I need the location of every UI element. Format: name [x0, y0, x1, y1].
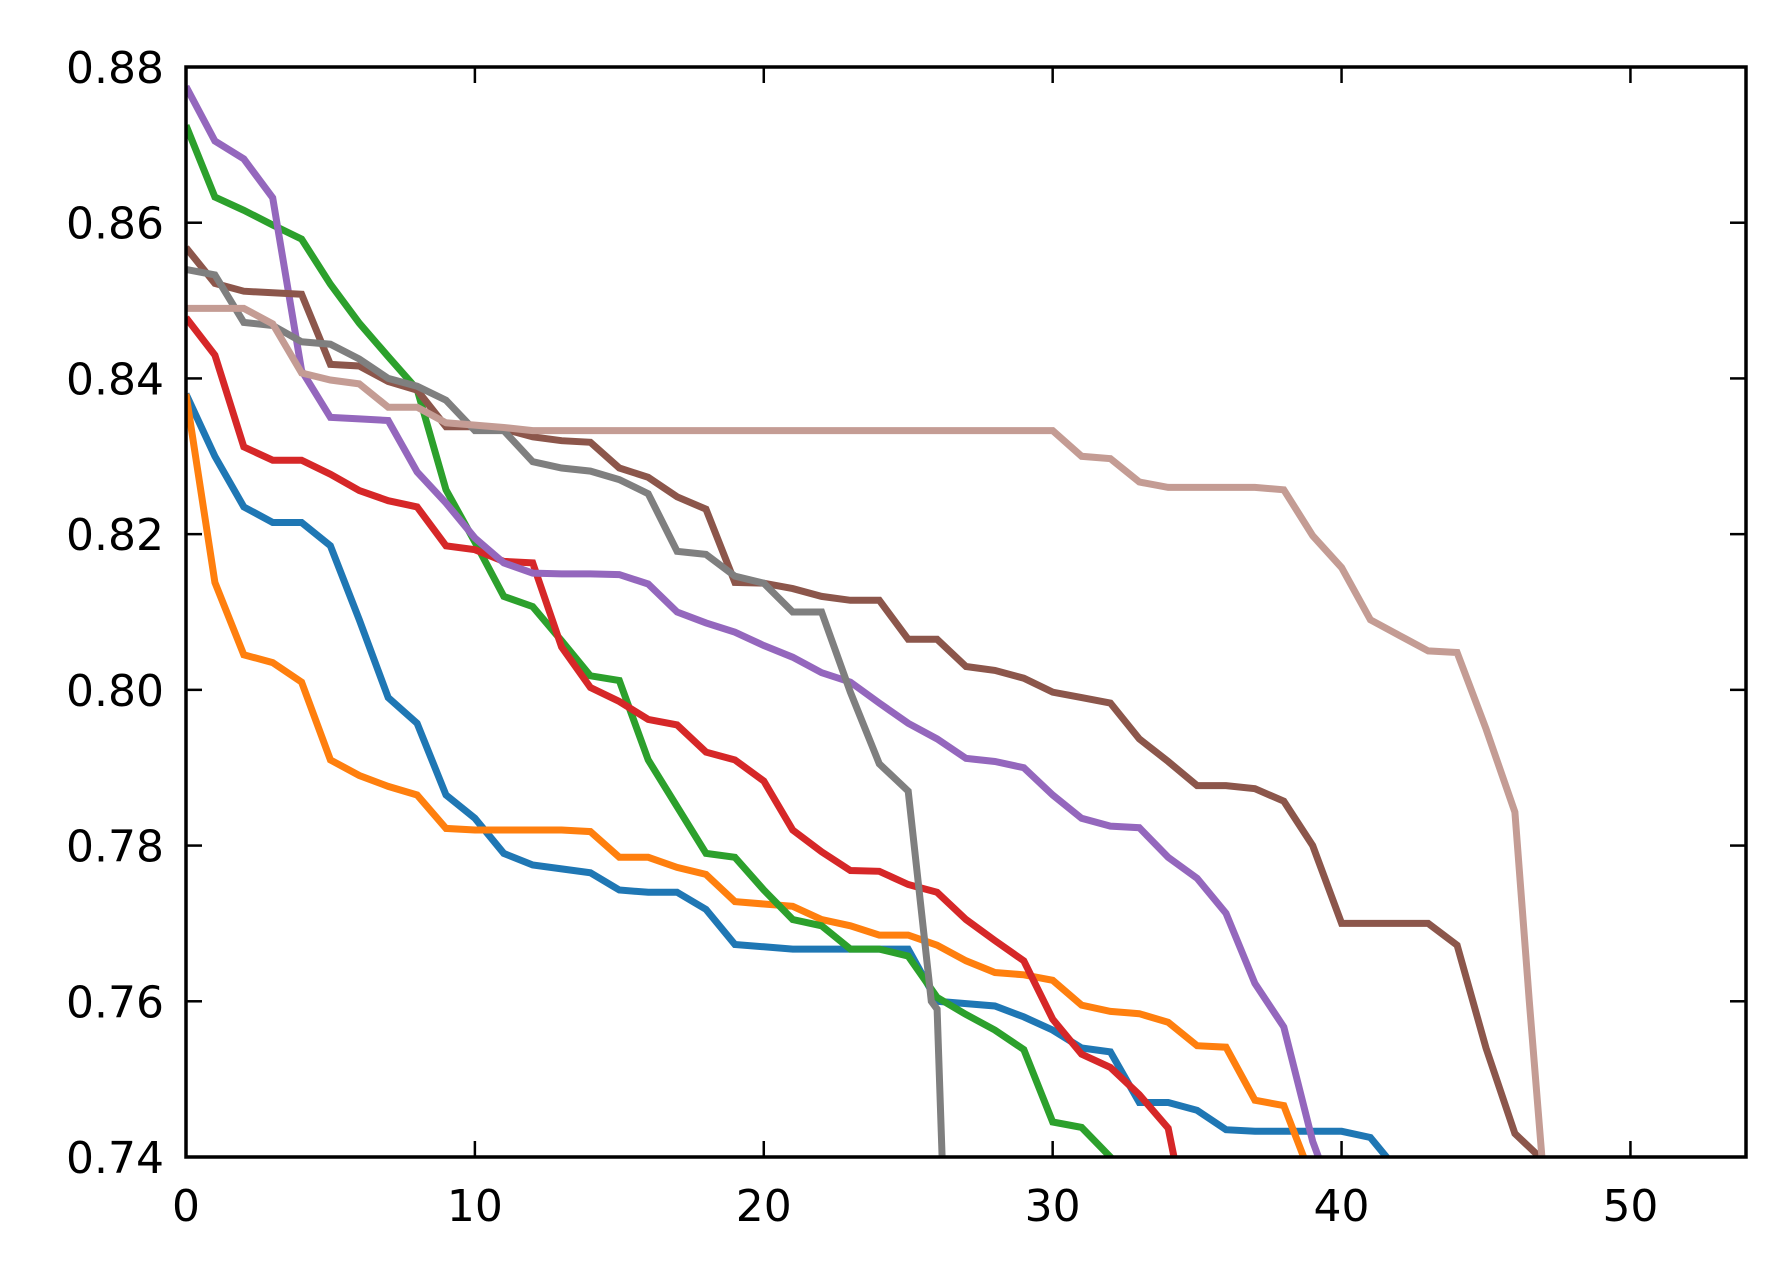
series-layer — [186, 84, 1546, 1157]
series-line-3 — [186, 124, 1116, 1157]
y-tick-label: 0.78 — [66, 822, 164, 873]
y-tick-label: 0.80 — [66, 666, 164, 717]
series-line-7 — [186, 265, 946, 1157]
y-tick-label: 0.74 — [66, 1133, 164, 1184]
x-tick-label: 0 — [172, 1181, 200, 1232]
series-line-1 — [186, 392, 1391, 1157]
x-tick-label: 40 — [1314, 1181, 1370, 1232]
series-line-6 — [186, 245, 1545, 1157]
x-tick-label: 10 — [447, 1181, 503, 1232]
x-tick-label: 50 — [1602, 1181, 1658, 1232]
tick-layer: 0 10 20 30 40 50 0.74 0.76 0.78 0.80 0.82 0.84 0.86 0… — [66, 43, 1746, 1232]
series-line-4 — [186, 315, 1178, 1157]
series-line-5 — [186, 84, 1323, 1157]
y-tick-label: 0.76 — [66, 977, 164, 1028]
y-tick-label: 0.86 — [66, 199, 164, 250]
y-tick-label: 0.88 — [66, 43, 164, 94]
x-tick-label: 30 — [1025, 1181, 1081, 1232]
series-line-2 — [186, 393, 1308, 1157]
y-tick-label: 0.84 — [66, 354, 164, 405]
plot-frame — [184, 65, 1748, 1159]
series-line-8 — [186, 304, 1546, 1157]
x-tick-label: 20 — [736, 1181, 792, 1232]
y-tick-label: 0.82 — [66, 510, 164, 561]
